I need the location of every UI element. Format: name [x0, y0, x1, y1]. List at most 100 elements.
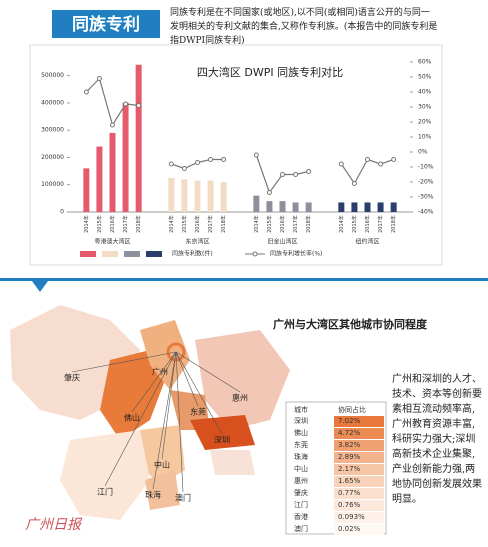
- legend-line-label: 同族专利增长率(%): [270, 250, 322, 258]
- bar: [279, 201, 286, 212]
- growth-point: [110, 122, 115, 128]
- x-tick-label: 2014年: [253, 215, 260, 233]
- link-arrow: [71, 351, 177, 373]
- link-arrow: [175, 351, 184, 493]
- city-label: 广州: [152, 367, 168, 377]
- y2-tick-label: 50%: [418, 74, 432, 81]
- bar: [351, 202, 358, 212]
- x-tick-label: 2017年: [122, 215, 129, 233]
- city-label: 深圳: [214, 435, 230, 445]
- table-cell-text: 惠州: [294, 476, 308, 485]
- growth-point: [378, 161, 384, 167]
- link-arrow: [175, 351, 199, 407]
- region: [145, 470, 180, 510]
- growth-point: [195, 160, 200, 165]
- bar: [377, 202, 384, 212]
- map-title: 广州与大湾区其他城市协同程度: [273, 317, 428, 331]
- table-cell-text: 0.093%: [338, 513, 365, 521]
- legend-swatch: [102, 251, 118, 257]
- growth-point: [306, 169, 312, 174]
- y-tick-label: 300000: [41, 127, 64, 134]
- table-cell-text: 澳门: [294, 524, 308, 533]
- x-tick-label: 2015年: [181, 215, 188, 233]
- banner: 同族专利: [72, 14, 140, 35]
- growth-point: [123, 101, 129, 107]
- group-label: 东京湾区: [185, 238, 209, 246]
- region: [60, 430, 150, 520]
- table-cell: [334, 500, 384, 511]
- table-cell-text: 肇庆: [294, 488, 308, 497]
- x-tick-label: 2014年: [338, 215, 345, 233]
- bar: [135, 64, 142, 213]
- x-tick-label: 2017年: [207, 215, 214, 233]
- growth-point: [391, 157, 397, 162]
- city-label: 肇庆: [64, 373, 80, 383]
- region: [195, 330, 290, 430]
- table-cell-text: 1.65%: [338, 477, 361, 485]
- growth-point: [96, 76, 102, 81]
- bar: [390, 202, 397, 212]
- bar: [122, 102, 129, 212]
- table-cell: [334, 524, 384, 535]
- marker: [32, 281, 48, 292]
- bar: [168, 177, 175, 212]
- table-cell-text: 2.17%: [338, 465, 361, 473]
- table-cell-text: 0.77%: [338, 489, 361, 497]
- bar: [96, 146, 103, 212]
- link-arrow: [175, 351, 223, 435]
- region: [140, 320, 190, 390]
- x-tick-label: 2014年: [168, 215, 175, 233]
- x-tick-label: 2015年: [351, 215, 358, 233]
- group-label: 旧金山湾区: [267, 238, 297, 246]
- x-tick-label: 2018年: [390, 215, 397, 233]
- x-tick-label: 2015年: [266, 215, 273, 233]
- city-label: 江门: [97, 487, 113, 497]
- y2-tick-label: -30%: [418, 194, 434, 201]
- city-label: 珠海: [145, 490, 161, 500]
- header-text: 同族专利是在不同国家(或地区),以不同(或相同)语言公开的与同一发明相关的专利文…: [170, 8, 438, 46]
- growth-point: [221, 157, 227, 162]
- link-arrow: [161, 351, 177, 460]
- pin: [166, 342, 186, 362]
- city-label: 中山: [154, 460, 170, 470]
- y2-tick-label: -40%: [418, 209, 434, 216]
- bar: [338, 202, 345, 212]
- growth-point: [253, 152, 259, 158]
- growth-point: [208, 157, 214, 162]
- growth-point: [168, 161, 174, 167]
- legend-swatch: [80, 251, 96, 257]
- table-cell: [334, 512, 384, 523]
- watermark: 广州日报: [25, 517, 83, 533]
- chart-title: 四大湾区 DWPI 同族专利对比: [197, 65, 343, 79]
- growth-point: [280, 172, 285, 177]
- growth-point: [83, 89, 89, 95]
- bar: [194, 180, 201, 212]
- city-label: 惠州: [232, 393, 248, 403]
- bar: [364, 202, 371, 212]
- y2-tick-label: 20%: [418, 119, 432, 126]
- table-cell: [334, 416, 384, 427]
- x-tick-label: 2014年: [83, 215, 90, 233]
- region: [100, 350, 165, 440]
- y-tick-label: 0: [60, 209, 64, 216]
- x-tick-label: 2018年: [135, 215, 142, 233]
- legend-swatch: [146, 251, 162, 257]
- table-cell: [334, 452, 384, 463]
- x-tick-label: 2018年: [305, 215, 312, 233]
- y2-tick-label: -20%: [418, 179, 434, 186]
- bar: [292, 202, 299, 212]
- table-cell-text: 江门: [294, 500, 308, 509]
- y-tick-label: 200000: [41, 154, 64, 161]
- bar: [266, 201, 273, 212]
- x-tick-label: 2016年: [279, 215, 286, 233]
- table-header: 协同占比: [338, 405, 366, 414]
- y2-tick-label: 0%: [418, 149, 428, 156]
- x-tick-label: 2016年: [109, 215, 116, 233]
- bar: [181, 179, 188, 212]
- x-tick-label: 2017年: [292, 215, 299, 233]
- group-label: 纽约湾区: [355, 238, 379, 246]
- table-cell: [334, 428, 384, 439]
- y2-tick-label: 40%: [418, 89, 432, 96]
